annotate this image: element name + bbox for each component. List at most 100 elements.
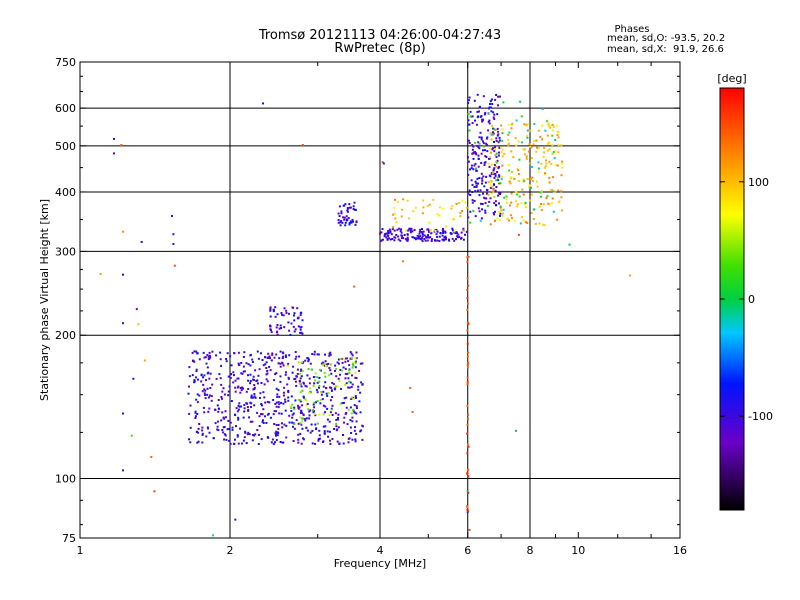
data-point bbox=[498, 174, 501, 177]
data-point bbox=[528, 184, 531, 187]
data-point bbox=[310, 391, 312, 394]
data-point bbox=[316, 381, 319, 384]
data-point bbox=[348, 386, 351, 389]
data-point bbox=[471, 183, 474, 186]
data-point bbox=[335, 375, 338, 378]
data-point bbox=[466, 329, 469, 332]
data-point bbox=[217, 420, 219, 423]
data-point bbox=[327, 362, 330, 365]
data-point bbox=[351, 366, 354, 369]
data-point bbox=[246, 406, 249, 409]
data-point bbox=[479, 189, 482, 192]
data-point bbox=[501, 139, 504, 142]
data-point bbox=[488, 122, 491, 125]
data-point bbox=[399, 239, 402, 242]
data-point bbox=[275, 387, 278, 390]
data-point bbox=[357, 385, 360, 388]
data-point bbox=[224, 416, 227, 419]
data-point bbox=[485, 142, 488, 145]
data-point bbox=[315, 428, 317, 431]
data-point bbox=[444, 238, 447, 241]
data-point bbox=[354, 440, 357, 443]
data-point bbox=[268, 355, 271, 358]
data-point bbox=[203, 356, 206, 359]
data-point bbox=[548, 203, 551, 206]
data-point bbox=[535, 150, 538, 153]
data-point bbox=[299, 432, 302, 435]
data-point bbox=[535, 180, 538, 183]
data-point bbox=[325, 392, 328, 395]
data-point bbox=[400, 234, 403, 237]
data-point bbox=[282, 391, 285, 394]
data-point bbox=[387, 232, 390, 235]
data-point bbox=[253, 386, 256, 389]
data-point bbox=[262, 408, 265, 411]
data-point bbox=[466, 490, 469, 493]
data-point bbox=[491, 185, 494, 188]
data-point bbox=[484, 209, 487, 212]
data-point bbox=[346, 372, 349, 375]
data-point bbox=[353, 404, 356, 407]
data-point bbox=[479, 115, 482, 118]
data-point bbox=[524, 221, 527, 224]
data-point bbox=[361, 362, 364, 365]
data-point bbox=[194, 417, 197, 419]
data-point bbox=[510, 201, 513, 204]
data-point bbox=[261, 404, 263, 407]
data-point bbox=[297, 438, 300, 441]
data-point bbox=[500, 151, 503, 154]
data-point bbox=[319, 402, 322, 405]
data-point bbox=[489, 100, 492, 103]
data-point bbox=[402, 198, 405, 201]
data-point bbox=[474, 190, 477, 193]
data-point bbox=[242, 439, 245, 442]
data-point bbox=[240, 362, 243, 364]
data-point bbox=[293, 330, 296, 333]
data-point bbox=[403, 234, 406, 236]
data-point bbox=[533, 140, 536, 142]
data-point bbox=[300, 311, 303, 314]
data-point bbox=[528, 150, 530, 153]
data-point bbox=[301, 420, 304, 423]
data-point bbox=[481, 208, 484, 211]
data-point bbox=[482, 145, 485, 148]
data-point bbox=[301, 144, 304, 146]
data-point bbox=[350, 398, 353, 400]
data-point bbox=[241, 442, 243, 445]
data-point bbox=[197, 378, 199, 381]
data-point bbox=[189, 426, 192, 429]
data-point bbox=[243, 351, 246, 354]
data-point bbox=[342, 216, 345, 219]
data-point bbox=[528, 129, 531, 132]
data-point bbox=[467, 366, 469, 369]
data-point bbox=[293, 427, 296, 430]
data-point bbox=[302, 381, 305, 384]
data-point bbox=[546, 134, 549, 137]
data-point bbox=[466, 432, 469, 435]
data-point bbox=[411, 230, 414, 233]
data-point bbox=[494, 129, 497, 132]
data-point bbox=[266, 372, 269, 375]
data-point bbox=[511, 171, 514, 173]
data-point bbox=[203, 388, 206, 391]
data-point bbox=[521, 141, 523, 144]
data-point bbox=[389, 231, 392, 234]
data-point bbox=[288, 312, 290, 315]
data-point bbox=[543, 147, 546, 149]
data-point bbox=[275, 424, 278, 426]
data-point bbox=[474, 141, 477, 144]
data-point bbox=[343, 216, 346, 219]
data-point bbox=[301, 319, 304, 322]
data-point bbox=[471, 122, 474, 124]
data-point bbox=[253, 395, 256, 398]
data-point bbox=[394, 198, 396, 201]
data-point bbox=[540, 203, 542, 205]
data-point bbox=[297, 406, 300, 409]
data-point bbox=[216, 428, 219, 431]
data-point bbox=[342, 434, 344, 436]
data-point bbox=[225, 438, 228, 441]
data-point bbox=[208, 407, 211, 410]
data-point bbox=[523, 179, 526, 182]
data-point bbox=[194, 411, 197, 414]
data-point bbox=[503, 196, 506, 199]
